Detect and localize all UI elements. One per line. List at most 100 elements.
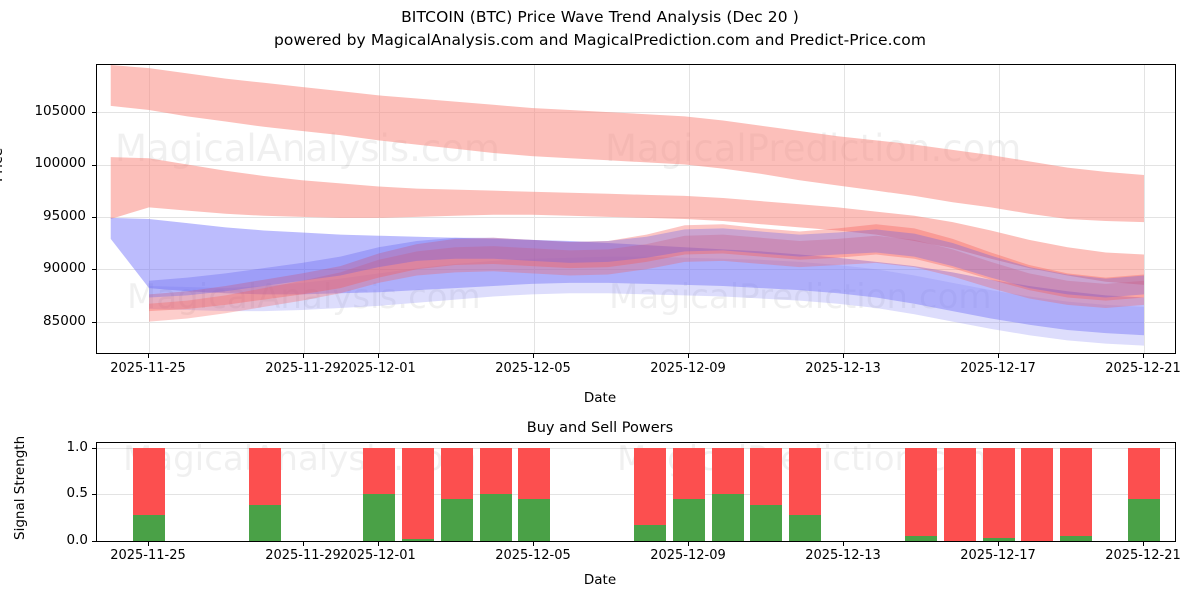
buy-sell-bar[interactable] bbox=[1060, 447, 1092, 541]
buy-power-segment bbox=[249, 504, 281, 541]
sell-power-segment bbox=[983, 447, 1015, 539]
buy-power-segment bbox=[750, 504, 782, 541]
buy-sell-bar[interactable] bbox=[480, 447, 512, 541]
buy-power-segment bbox=[363, 494, 395, 541]
price-band-6 bbox=[149, 228, 1144, 298]
buy-sell-bar[interactable] bbox=[402, 447, 434, 541]
sell-power-segment bbox=[673, 447, 705, 499]
gridline bbox=[97, 541, 1175, 542]
x-tick-label: 2025-12-13 bbox=[805, 548, 881, 563]
price-chart-x-axis-label: Date bbox=[583, 390, 617, 406]
sell-power-segment bbox=[905, 447, 937, 537]
x-tick-mark bbox=[533, 354, 535, 358]
price-band-2 bbox=[110, 217, 1145, 336]
sell-power-segment bbox=[634, 447, 666, 526]
buy-power-segment bbox=[1128, 499, 1160, 541]
y-tick-label: 90000 bbox=[43, 260, 86, 277]
x-tick-mark bbox=[303, 354, 305, 358]
sell-power-segment bbox=[133, 447, 165, 515]
y-tick-mark bbox=[92, 541, 96, 543]
x-tick-mark bbox=[378, 354, 380, 358]
buy-sell-bar[interactable] bbox=[1021, 447, 1053, 541]
x-tick-mark bbox=[378, 542, 380, 546]
x-tick-label: 2025-12-09 bbox=[650, 548, 726, 563]
buy-sell-chart-plot-area: MagicalAnalysis.com MagicalPrediction.co… bbox=[96, 442, 1176, 542]
x-tick-label: 2025-12-17 bbox=[960, 548, 1036, 563]
x-tick-label: 2025-12-21 bbox=[1105, 361, 1181, 376]
x-tick-label: 2025-12-09 bbox=[650, 361, 726, 376]
buy-sell-bar[interactable] bbox=[944, 447, 976, 541]
y-tick-label: 100000 bbox=[34, 155, 86, 172]
y-tick-label: 0.5 bbox=[66, 485, 88, 502]
y-tick-mark bbox=[92, 216, 96, 219]
buy-power-segment bbox=[441, 499, 473, 541]
x-tick-mark bbox=[998, 354, 1000, 358]
x-tick-mark bbox=[843, 542, 845, 546]
sell-power-segment bbox=[712, 447, 744, 495]
buy-sell-bar[interactable] bbox=[983, 447, 1015, 541]
x-tick-label: 2025-12-01 bbox=[340, 548, 416, 563]
y-tick-mark bbox=[92, 447, 96, 449]
sell-power-segment bbox=[1128, 447, 1160, 499]
price-chart-y-axis-label: Price bbox=[0, 147, 6, 182]
price-band-4 bbox=[149, 224, 1144, 312]
gridline bbox=[97, 112, 1175, 114]
x-tick-label: 2025-12-21 bbox=[1105, 548, 1181, 563]
buy-power-segment bbox=[905, 536, 937, 541]
x-tick-mark bbox=[843, 354, 845, 358]
x-tick-label: 2025-11-25 bbox=[110, 548, 186, 563]
buy-sell-bar[interactable] bbox=[905, 447, 937, 541]
x-tick-mark bbox=[688, 354, 690, 358]
price-band-5 bbox=[149, 234, 1144, 322]
price-wave-bands bbox=[110, 65, 1145, 346]
gridline bbox=[97, 321, 1175, 323]
x-tick-label: 2025-11-29 bbox=[265, 361, 341, 376]
x-tick-label: 2025-11-29 bbox=[265, 548, 341, 563]
buy-sell-bar[interactable] bbox=[750, 447, 782, 541]
page-title: BITCOIN (BTC) Price Wave Trend Analysis … bbox=[401, 8, 799, 26]
price-wave-chart-plot-area: MagicalAnalysis.com MagicalPrediction.co… bbox=[96, 64, 1176, 354]
x-tick-mark bbox=[1143, 354, 1145, 358]
buy-sell-bar[interactable] bbox=[363, 447, 395, 541]
buy-power-segment bbox=[634, 525, 666, 541]
buy-sell-bar[interactable] bbox=[1128, 447, 1160, 541]
sell-power-segment bbox=[1060, 447, 1092, 537]
price-band-0 bbox=[110, 65, 1145, 223]
sell-power-segment bbox=[363, 447, 395, 495]
buy-sell-y-axis-label: Signal Strength bbox=[12, 435, 28, 540]
x-tick-label: 2025-12-05 bbox=[495, 361, 571, 376]
y-tick-mark bbox=[92, 164, 96, 166]
buy-sell-bar[interactable] bbox=[133, 447, 165, 541]
x-tick-mark bbox=[148, 542, 150, 546]
buy-sell-bar[interactable] bbox=[441, 447, 473, 541]
page-subtitle: powered by MagicalAnalysis.com and Magic… bbox=[273, 31, 927, 49]
y-tick-label: 95000 bbox=[43, 207, 86, 224]
buy-sell-bar[interactable] bbox=[634, 447, 666, 541]
price-band-1 bbox=[110, 157, 1145, 285]
y-tick-label: 1.0 bbox=[66, 438, 88, 455]
gridline bbox=[999, 65, 1000, 353]
y-tick-mark bbox=[92, 269, 96, 271]
sell-power-segment bbox=[1021, 447, 1053, 541]
buy-sell-bar[interactable] bbox=[789, 447, 821, 541]
x-tick-label: 2025-12-17 bbox=[960, 361, 1036, 376]
y-tick-label: 85000 bbox=[43, 312, 86, 329]
buy-power-segment bbox=[712, 494, 744, 541]
buy-sell-bar[interactable] bbox=[518, 447, 550, 541]
price-band-3 bbox=[149, 256, 1144, 346]
sell-power-segment bbox=[480, 447, 512, 495]
buy-sell-bar[interactable] bbox=[673, 447, 705, 541]
x-tick-label: 2025-12-13 bbox=[805, 361, 881, 376]
buy-sell-bar[interactable] bbox=[712, 447, 744, 541]
buy-power-segment bbox=[133, 514, 165, 541]
x-tick-mark bbox=[998, 542, 1000, 546]
y-tick-label: 105000 bbox=[34, 103, 86, 120]
buy-power-segment bbox=[480, 494, 512, 541]
buy-sell-bar[interactable] bbox=[249, 447, 281, 541]
buy-power-segment bbox=[402, 539, 434, 541]
x-tick-mark bbox=[1143, 542, 1145, 546]
buy-power-segment bbox=[1060, 536, 1092, 541]
sell-power-segment bbox=[441, 447, 473, 499]
gridline bbox=[97, 164, 1175, 166]
